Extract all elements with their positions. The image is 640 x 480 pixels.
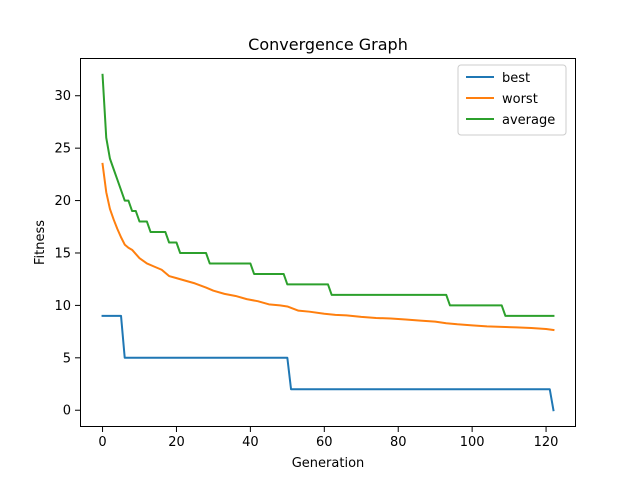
y-axis-ticks: 0 5 10 15 20 25 30 [54, 89, 80, 419]
x-axis-ticks: 0 20 40 60 80 100 120 [98, 427, 558, 450]
x-tick-label: 80 [390, 435, 407, 450]
y-tick-label: 5 [63, 351, 71, 366]
y-tick-label: 25 [54, 142, 71, 157]
series-line-best [101, 314, 555, 412]
y-tick-label: 30 [54, 89, 71, 104]
x-axis-label: Generation [292, 456, 365, 471]
legend-label-average: average [502, 113, 555, 128]
axes-frame [80, 58, 576, 427]
legend-label-best: best [502, 71, 530, 86]
series-line-average [101, 73, 555, 317]
series-line-worst [101, 162, 555, 332]
y-axis-label: Fitness [33, 220, 48, 265]
x-tick-label: 20 [168, 435, 185, 450]
y-tick-label: 20 [54, 194, 71, 209]
x-tick-label: 120 [534, 435, 559, 450]
y-tick-label: 0 [63, 404, 71, 419]
x-tick-label: 40 [242, 435, 259, 450]
x-tick-label: 100 [460, 435, 485, 450]
legend-label-worst: worst [502, 92, 538, 107]
y-tick-label: 15 [54, 246, 71, 261]
legend-box [457, 64, 567, 136]
x-tick-label: 60 [316, 435, 333, 450]
y-tick-label: 10 [54, 299, 71, 314]
chart-title: Convergence Graph [248, 35, 408, 54]
legend: best worst average [457, 64, 567, 136]
x-tick-label: 0 [98, 435, 106, 450]
series-layer [101, 73, 555, 412]
